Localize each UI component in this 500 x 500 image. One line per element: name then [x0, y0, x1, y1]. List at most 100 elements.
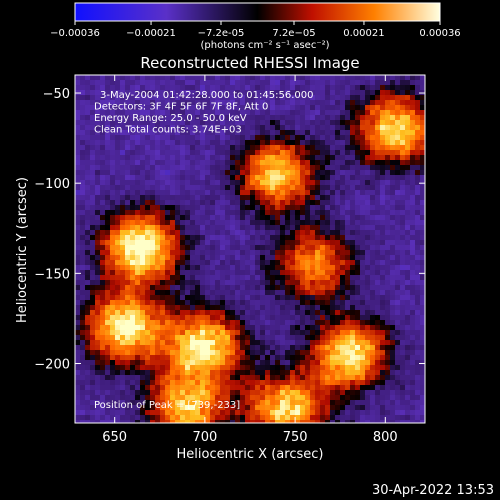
heatmap-cell — [150, 415, 156, 421]
heatmap-cell — [370, 200, 376, 206]
heatmap-cell — [200, 90, 206, 96]
heatmap-cell — [220, 225, 226, 231]
heatmap-cell — [360, 160, 366, 166]
heatmap-cell — [405, 350, 411, 356]
heatmap-cell — [265, 290, 271, 296]
heatmap-cell — [400, 185, 406, 191]
heatmap-cell — [320, 335, 326, 341]
heatmap-cell — [380, 420, 386, 423]
heatmap-cell — [280, 85, 286, 91]
heatmap-cell — [295, 140, 301, 146]
heatmap-cell — [275, 185, 281, 191]
heatmap-cell — [285, 155, 291, 161]
heatmap-cell — [205, 350, 211, 356]
heatmap-cell — [395, 410, 401, 416]
heatmap-cell — [325, 415, 331, 421]
heatmap-cell — [290, 300, 296, 306]
heatmap-cell — [380, 90, 386, 96]
heatmap-cell — [160, 100, 166, 106]
heatmap-cell — [170, 290, 176, 296]
heatmap-cell — [355, 320, 361, 326]
heatmap-cell — [90, 125, 96, 131]
heatmap-cell — [290, 90, 296, 96]
heatmap-cell — [295, 310, 301, 316]
heatmap-cell — [330, 85, 336, 91]
heatmap-cell — [360, 175, 366, 181]
heatmap-cell — [140, 95, 146, 101]
heatmap-cell — [420, 285, 425, 291]
heatmap-cell — [240, 100, 246, 106]
heatmap-cell — [270, 360, 276, 366]
heatmap-cell — [75, 110, 81, 116]
heatmap-cell — [95, 220, 101, 226]
heatmap-cell — [240, 240, 246, 246]
heatmap-cell — [150, 235, 156, 241]
heatmap-cell — [255, 170, 261, 176]
heatmap-cell — [175, 225, 181, 231]
heatmap-cell — [145, 410, 151, 416]
heatmap-cell — [390, 180, 396, 186]
heatmap-cell — [80, 150, 86, 156]
heatmap-cell — [300, 165, 306, 171]
heatmap-cell — [210, 420, 216, 423]
heatmap-cell — [215, 355, 221, 361]
heatmap-cell — [380, 310, 386, 316]
heatmap-cell — [305, 285, 311, 291]
heatmap-cell — [115, 420, 121, 423]
heatmap-cell — [150, 310, 156, 316]
heatmap-cell — [295, 375, 301, 381]
heatmap-cell — [320, 150, 326, 156]
heatmap-cell — [120, 290, 126, 296]
heatmap-cell — [80, 340, 86, 346]
heatmap-cell — [180, 240, 186, 246]
heatmap-cell — [250, 225, 256, 231]
heatmap-cell — [115, 355, 121, 361]
heatmap-cell — [240, 125, 246, 131]
heatmap-cell — [270, 215, 276, 221]
heatmap-cell — [360, 420, 366, 423]
heatmap-cell — [330, 280, 336, 286]
heatmap-cell — [220, 320, 226, 326]
heatmap-cell — [350, 355, 356, 361]
heatmap-cell — [295, 305, 301, 311]
heatmap-cell — [75, 95, 81, 101]
heatmap-cell — [230, 215, 236, 221]
heatmap-cell — [175, 135, 181, 141]
heatmap-cell — [390, 420, 396, 423]
heatmap-cell — [245, 100, 251, 106]
heatmap-cell — [220, 235, 226, 241]
heatmap-cell — [330, 265, 336, 271]
heatmap-cell — [85, 140, 91, 146]
heatmap-cell — [390, 90, 396, 96]
heatmap-cell — [195, 225, 201, 231]
heatmap-cell — [375, 140, 381, 146]
heatmap-cell — [235, 105, 241, 111]
heatmap-cell — [360, 215, 366, 221]
heatmap-cell — [90, 255, 96, 261]
heatmap-cell — [355, 170, 361, 176]
heatmap-cell — [295, 175, 301, 181]
heatmap-cell — [355, 130, 361, 136]
heatmap-cell — [405, 95, 411, 101]
heatmap-cell — [100, 120, 106, 126]
heatmap-cell — [255, 385, 261, 391]
heatmap-cell — [380, 230, 386, 236]
heatmap-cell — [360, 250, 366, 256]
heatmap-cell — [185, 165, 191, 171]
heatmap-cell — [295, 285, 301, 291]
heatmap-cell — [155, 155, 161, 161]
heatmap-cell — [370, 120, 376, 126]
heatmap-cell — [200, 85, 206, 91]
heatmap-cell — [340, 120, 346, 126]
heatmap-cell — [295, 80, 301, 86]
heatmap-cell — [255, 105, 261, 111]
heatmap-cell — [250, 80, 256, 86]
heatmap-cell — [285, 395, 291, 401]
heatmap-cell — [155, 150, 161, 156]
heatmap-cell — [335, 165, 341, 171]
heatmap-cell — [185, 95, 191, 101]
heatmap-cell — [75, 285, 81, 291]
heatmap-cell — [330, 395, 336, 401]
heatmap-cell — [190, 170, 196, 176]
heatmap-cell — [160, 365, 166, 371]
